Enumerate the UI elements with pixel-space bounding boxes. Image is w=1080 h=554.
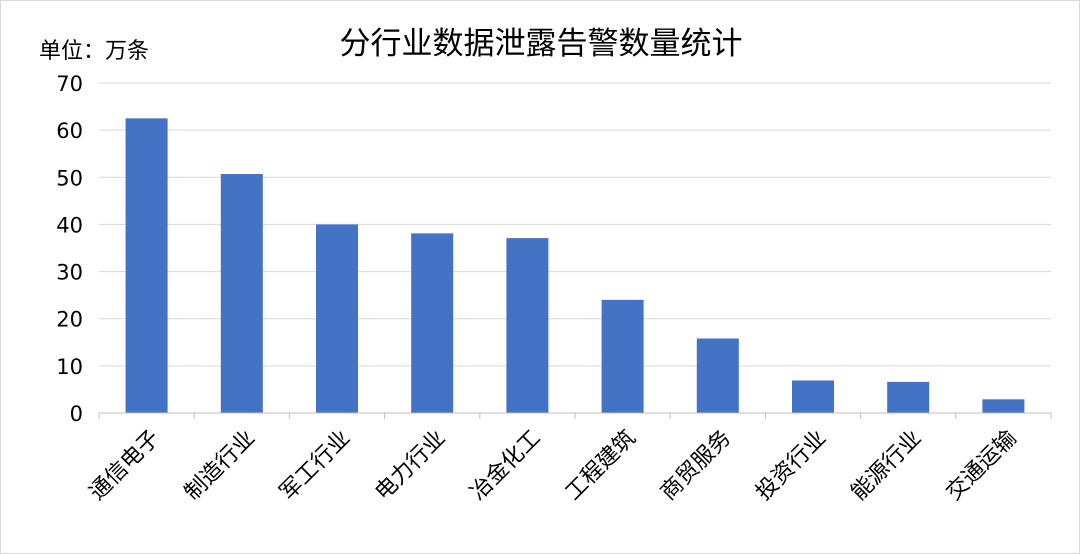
y-tick-label: 0 <box>70 402 83 426</box>
category-label: 工程建筑 <box>561 426 641 506</box>
y-tick-label: 20 <box>56 308 83 332</box>
bar <box>220 173 263 413</box>
category-label: 通信电子 <box>85 426 165 506</box>
bar <box>506 238 549 413</box>
y-tick-label: 30 <box>56 261 83 285</box>
category-labels: 通信电子 制造行业 军工行业 电力行业 冶金化工 工程建筑 商贸服务 投资行业 能源行业 交通运输 <box>85 426 1022 506</box>
y-tick-label: 60 <box>56 119 83 143</box>
y-axis-ticks: 0 10 20 30 40 50 60 70 <box>56 72 83 426</box>
y-tick-label: 70 <box>56 72 83 96</box>
bar <box>125 118 168 413</box>
category-label: 交通运输 <box>942 426 1022 506</box>
category-label: 电力行业 <box>371 426 451 506</box>
bar <box>792 380 834 413</box>
bar <box>411 233 454 413</box>
bar <box>887 381 930 413</box>
category-label: 冶金化工 <box>466 426 546 506</box>
bar <box>601 299 644 413</box>
y-tick-label: 40 <box>56 213 83 237</box>
bar <box>316 224 358 413</box>
bar <box>982 399 1025 413</box>
category-label: 投资行业 <box>751 426 831 506</box>
category-label: 商贸服务 <box>656 426 736 506</box>
x-axis <box>98 412 1052 419</box>
category-label: 制造行业 <box>180 426 260 506</box>
chart-title: 分行业数据泄露告警数量统计 <box>340 26 743 62</box>
y-tick-label: 50 <box>56 166 83 190</box>
category-label: 军工行业 <box>275 426 355 506</box>
y-tick-label: 10 <box>56 355 83 379</box>
bars <box>125 118 1025 413</box>
unit-label: 单位：万条 <box>39 39 149 64</box>
bar <box>696 338 739 413</box>
category-label: 能源行业 <box>847 426 927 506</box>
